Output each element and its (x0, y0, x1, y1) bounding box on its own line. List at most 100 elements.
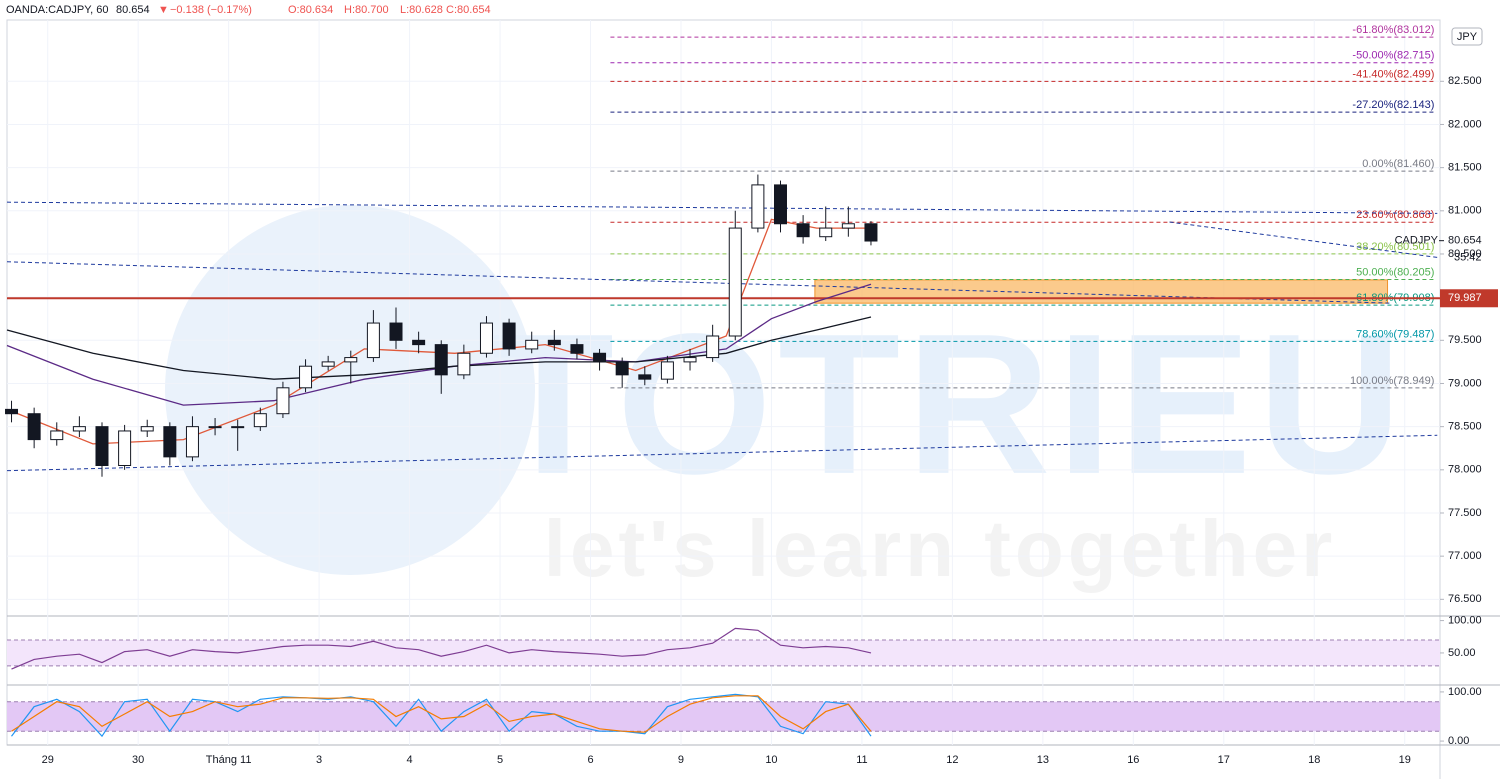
candle-body (706, 335, 720, 359)
x-tick-label: 4 (407, 754, 413, 766)
trendline (6, 434, 1438, 472)
candle-body (208, 426, 222, 429)
candle-body (570, 344, 584, 354)
fib-label: -50.00%(82.715) (1352, 50, 1434, 62)
y-tick-label: 77.000 (1448, 550, 1482, 562)
candle-body (140, 426, 154, 432)
fib-label: -27.20%(82.143) (1352, 99, 1434, 111)
plot-area: 29 30 Tháng 11 3 4 5 6 9 10 11 12 13 16 17 18 19 76.500 7… (5, 19, 1500, 779)
y-tick-label: 81.500 (1448, 162, 1482, 174)
candle-body (95, 426, 109, 466)
candle-body (163, 426, 177, 458)
x-tick-label: 17 (1218, 754, 1230, 766)
y-tick-label: 77.500 (1448, 507, 1482, 519)
fib-label: -61.80%(83.012) (1352, 24, 1434, 36)
trendline (6, 201, 1438, 214)
y-tick-label: 82.500 (1448, 75, 1482, 87)
candle-body (638, 374, 652, 380)
fib-label: 23.60%(80.868) (1356, 209, 1434, 221)
candle-body (412, 339, 426, 346)
logo-circle (165, 205, 535, 575)
fib-label: 78.60%(79.487) (1356, 328, 1434, 340)
candle-body (231, 426, 245, 429)
x-tick-label: 16 (1127, 754, 1139, 766)
candle-body (796, 223, 810, 238)
candle-body (864, 223, 878, 242)
y-tick-label: 100.00 (1448, 686, 1482, 698)
x-tick-label: 5 (497, 754, 503, 766)
candle-body (344, 357, 358, 363)
y-tick-label: 50.00 (1448, 647, 1476, 659)
y-tick-label: 78.000 (1448, 464, 1482, 476)
fib-label: 0.00%(81.460) (1362, 158, 1434, 170)
level-label: 79.987 (1448, 292, 1482, 304)
close: C:80.654 (446, 4, 491, 16)
x-tick-label: 6 (587, 754, 593, 766)
last: 80.654 (116, 4, 150, 16)
candle-body (773, 184, 787, 225)
y-tick-label: 79.500 (1448, 334, 1482, 346)
candle-body (72, 426, 86, 432)
candle-body (50, 430, 64, 441)
candle-body (615, 361, 629, 376)
level-tag (1440, 289, 1498, 308)
moving-average (6, 316, 872, 380)
candle-body (118, 430, 132, 467)
candle-body (253, 413, 267, 428)
y-tick-label: 0.00 (1448, 735, 1469, 747)
candle-body (276, 387, 290, 415)
x-tick-label: Tháng 11 (206, 754, 252, 766)
watermark-slogan: let's learn together (544, 504, 1337, 593)
candle-body (434, 344, 448, 376)
x-tick-label: 12 (946, 754, 958, 766)
candle-body (728, 227, 742, 337)
fib-label: 38.20%(80.501) (1356, 241, 1434, 253)
x-tick-label: 10 (765, 754, 777, 766)
candle-body (27, 413, 41, 441)
candle-body (547, 339, 561, 346)
watermark-brand: TOTRIEU (492, 293, 1408, 516)
candle-body (502, 322, 516, 350)
candle-body (819, 227, 833, 238)
y-tick-label: 79.000 (1448, 377, 1482, 389)
band (7, 701, 1440, 732)
y-tick-label: 78.500 (1448, 421, 1482, 433)
currency-box[interactable] (1451, 27, 1483, 46)
x-tick-label: 13 (1037, 754, 1049, 766)
indicator-line (11, 627, 872, 670)
header: OANDA:CADJPY, 60 80.654 ▼ −0.138 (−0.17%… (6, 4, 491, 16)
band (7, 640, 1440, 666)
fib-label: 100.00%(78.949) (1350, 375, 1434, 387)
high: H:80.700 (344, 4, 389, 16)
candle-body (299, 365, 313, 389)
candle-body (457, 352, 471, 376)
symbol: OANDA:CADJPY, 60 (6, 4, 109, 16)
x-tick-label: 19 (1399, 754, 1411, 766)
fib-label: -41.40%(82.499) (1352, 68, 1434, 80)
open: O:80.634 (288, 4, 333, 16)
arrow: ▼ (158, 4, 169, 16)
candle-body (389, 322, 403, 341)
y-tick-label: 82.000 (1448, 118, 1482, 130)
candle-body (593, 352, 607, 363)
trendline (1169, 221, 1438, 258)
candle-body (751, 184, 765, 229)
candle-body (366, 322, 380, 359)
change: −0.138 (−0.17%) (170, 4, 252, 16)
indicator-line (11, 693, 872, 738)
x-tick-label: 9 (678, 754, 684, 766)
last-symbol: CADJPY (1395, 235, 1439, 247)
countdown: 35:42 (1454, 252, 1482, 264)
candle-body (185, 426, 199, 458)
zone (814, 279, 1389, 304)
fib-label: 50.00%(80.205) (1356, 266, 1434, 278)
currency[interactable]: JPY (1457, 31, 1478, 43)
x-tick-label: 11 (856, 754, 867, 766)
y-tick-label: 81.000 (1448, 205, 1482, 217)
indicator-line (11, 695, 872, 733)
x-tick-label: 18 (1308, 754, 1320, 766)
candle-body (660, 361, 674, 380)
x-tick-label: 30 (132, 754, 144, 766)
y-tick-label: 76.500 (1448, 593, 1482, 605)
